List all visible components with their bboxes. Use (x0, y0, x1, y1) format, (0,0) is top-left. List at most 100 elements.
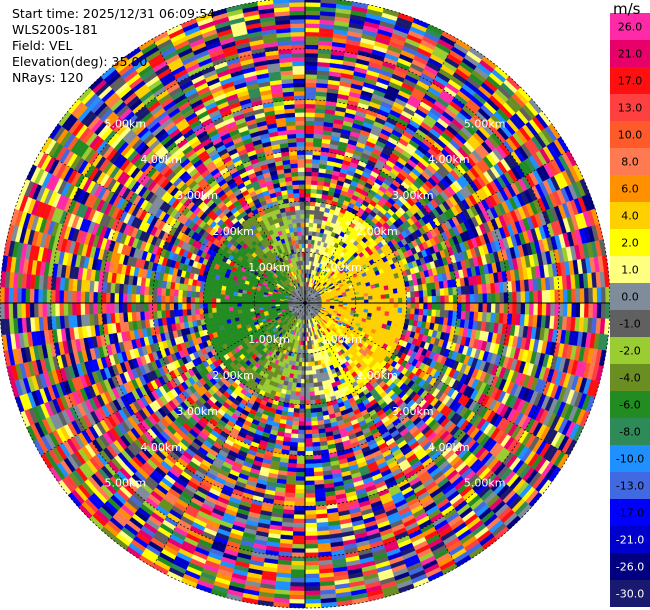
velocity-cell (440, 295, 445, 304)
velocity-cell (308, 230, 313, 236)
velocity-cell (431, 289, 437, 297)
velocity-cell (304, 150, 314, 156)
velocity-cell (304, 569, 320, 575)
velocity-cell (292, 416, 300, 422)
velocity-cell (311, 369, 317, 375)
velocity-cell (304, 459, 314, 465)
velocity-cell (295, 480, 306, 486)
velocity-cell (444, 295, 450, 304)
velocity-cell (300, 383, 306, 388)
velocity-cell (300, 378, 306, 384)
velocity-cell (418, 308, 424, 316)
velocity-cell (419, 296, 424, 304)
velocity-cell (410, 308, 416, 315)
velocity-cell (296, 463, 306, 469)
velocity-cell (304, 141, 314, 147)
velocity-cell (481, 283, 488, 294)
velocity-cell (541, 290, 547, 304)
velocity-cell (304, 86, 317, 92)
velocity-cell (310, 357, 315, 363)
velocity-cell (304, 391, 311, 397)
velocity-cell (338, 298, 344, 302)
velocity-cell (380, 306, 386, 312)
velocity-cell (304, 548, 319, 554)
velocity-cell (363, 305, 369, 310)
velocity-cell (558, 289, 564, 304)
velocity-cell (290, 569, 306, 575)
velocity-cell (296, 455, 306, 460)
velocity-cell (304, 235, 309, 240)
velocity-cell (311, 437, 320, 443)
velocity-cell (490, 302, 496, 314)
velocity-cell (304, 429, 313, 435)
velocity-cell (346, 297, 352, 301)
velocity-cell (372, 295, 378, 300)
velocity-cell (439, 288, 445, 297)
velocity-cell (289, 582, 306, 587)
velocity-cell (304, 10, 321, 16)
velocity-cell (304, 577, 320, 583)
velocity-cell (575, 288, 581, 304)
velocity-cell (465, 302, 471, 312)
velocity-cell (304, 603, 322, 609)
velocity-cell (418, 290, 424, 298)
velocity-cell (309, 205, 316, 211)
velocity-cell (372, 306, 378, 311)
velocity-cell (304, 463, 314, 469)
velocity-cell (304, 0, 322, 3)
velocity-cell (304, 514, 317, 520)
velocity-cell (304, 590, 321, 596)
velocity-cell (376, 298, 382, 304)
velocity-cell (310, 184, 318, 190)
velocity-cell (402, 302, 407, 309)
velocity-cell (419, 302, 424, 310)
velocity-cell (490, 292, 496, 304)
velocity-cell (304, 74, 318, 79)
velocity-cell (311, 429, 319, 435)
velocity-cell (316, 373, 322, 379)
velocity-cell (304, 69, 318, 75)
velocity-cell (304, 48, 319, 54)
velocity-cell (307, 361, 312, 367)
velocity-cell (372, 299, 378, 304)
velocity-cell (289, 441, 298, 447)
velocity-cell (596, 287, 602, 304)
velocity-cell (304, 501, 316, 507)
velocity-cell (402, 297, 407, 304)
velocity-cell (291, 548, 306, 554)
velocity-cell (384, 311, 390, 317)
velocity-cell (380, 298, 386, 304)
velocity-cell (304, 163, 313, 168)
velocity-cell (311, 425, 319, 431)
velocity-cell (529, 290, 534, 304)
velocity-cell (298, 425, 306, 431)
velocity-cell (448, 287, 454, 296)
velocity-cell (290, 573, 306, 579)
velocity-cell (304, 133, 315, 139)
velocity-cell (414, 308, 420, 316)
velocity-cell (307, 243, 312, 249)
velocity-cell (312, 227, 318, 233)
velocity-cell (304, 218, 310, 223)
velocity-cell (295, 484, 306, 490)
velocity-cell (311, 175, 319, 181)
velocity-cell (393, 293, 399, 299)
velocity-cell (469, 293, 475, 304)
velocity-cell (444, 302, 450, 311)
velocity-cell (562, 289, 568, 304)
velocity-cell (294, 395, 301, 401)
velocity-cell (537, 290, 543, 304)
velocity-cell (452, 286, 458, 296)
velocity-cell (550, 289, 556, 304)
velocity-cell (524, 291, 530, 304)
velocity-cell (297, 429, 306, 435)
velocity-cell (320, 0, 338, 5)
velocity-cell (309, 391, 315, 397)
velocity-cell (584, 287, 589, 304)
velocity-cell (469, 302, 475, 313)
velocity-cell (285, 479, 296, 486)
velocity-cell (512, 302, 517, 315)
velocity-cell (300, 374, 306, 380)
velocity-cell (301, 366, 306, 371)
